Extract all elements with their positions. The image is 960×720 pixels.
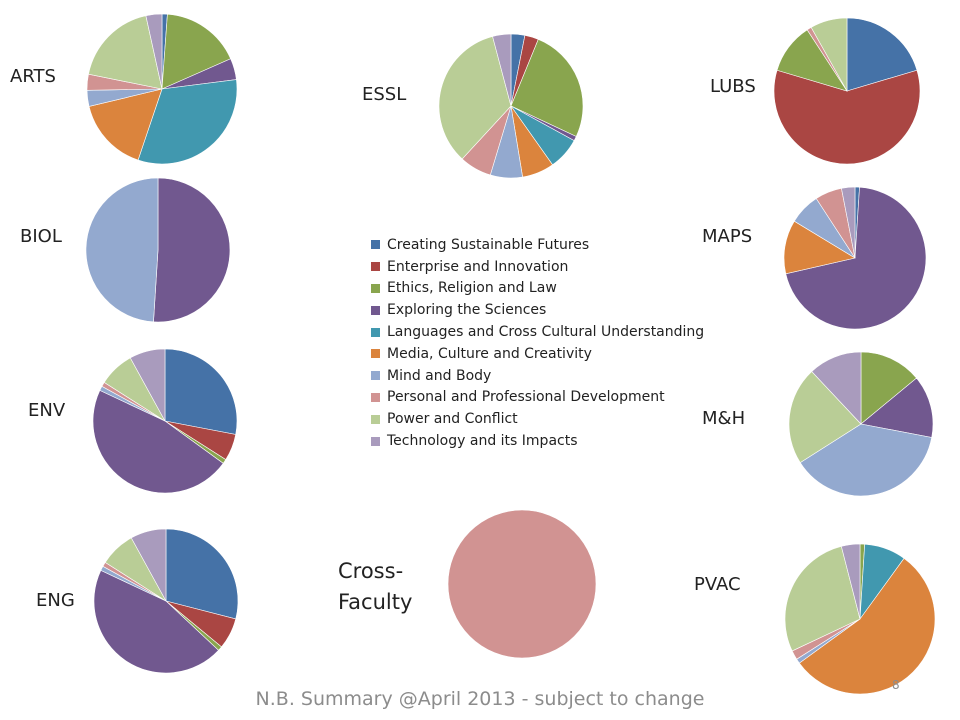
pie-env — [92, 348, 238, 494]
slice-lubs-creating-sustainable-futures — [846, 17, 918, 92]
legend-label: Exploring the Sciences — [387, 302, 547, 319]
slice-pvac-technology-and-its-impacts — [840, 543, 861, 620]
legend-swatch — [371, 327, 380, 337]
slice-env-technology-and-its-impacts — [129, 348, 166, 422]
legend-label: Personal and Professional Development — [387, 389, 665, 406]
label-env: ENV — [28, 400, 66, 421]
legend: Creating Sustainable Futures Enterprise a… — [371, 234, 704, 452]
label-lubs: LUBS — [710, 76, 756, 97]
legend-item-technology-and-its-impacts: Technology and its Impacts — [371, 430, 704, 452]
slice-eng-exploring-the-sciences — [93, 569, 219, 674]
legend-swatch — [371, 349, 380, 359]
slice-mandh-exploring-the-sciences — [860, 377, 934, 438]
legend-label: Power and Conflict — [387, 411, 518, 428]
slice-env-creating-sustainable-futures — [164, 348, 238, 435]
legend-label: Mind and Body — [387, 367, 492, 384]
legend-label: Technology and its Impacts — [387, 433, 578, 450]
label-cross-line-2: Faculty — [338, 590, 413, 614]
slice-essl-power-and-conflict — [438, 36, 512, 160]
slice-mandh-power-and-conflict — [788, 371, 862, 463]
legend-label: Ethics, Religion and Law — [387, 280, 557, 297]
legend-label: Media, Culture and Creativity — [387, 345, 592, 362]
legend-item-exploring-the-sciences: Exploring the Sciences — [371, 299, 704, 321]
label-mh: M&H — [702, 408, 746, 429]
pie-lubs — [773, 17, 921, 165]
page-number: 8 — [892, 678, 900, 692]
legend-label: Creating Sustainable Futures — [387, 236, 590, 253]
slice-lubs-power-and-conflict — [810, 17, 848, 93]
label-pvac: PVAC — [694, 574, 741, 595]
pie-biol — [85, 177, 231, 323]
pie-cross-faculty — [447, 509, 597, 659]
pie-arts — [86, 13, 238, 165]
slice-env-exploring-the-sciences — [92, 389, 224, 494]
slice-mandh-technology-and-its-impacts — [811, 351, 862, 425]
slice-essl-technology-and-its-impacts — [492, 33, 512, 107]
legend-swatch — [371, 262, 380, 272]
slice-mandh-ethics-religion-and-law — [860, 351, 917, 425]
label-eng: ENG — [36, 590, 75, 611]
slice-pvac-media-culture-and-creativity — [798, 557, 936, 695]
legend-item-mind-and-body: Mind and Body — [371, 365, 704, 387]
slice-arts-media-culture-and-creativity — [88, 88, 163, 161]
label-cross-line-1: Cross- — [338, 559, 404, 583]
pie-pvac — [784, 543, 936, 695]
label-arts: ARTS — [10, 66, 56, 87]
slice-essl-ethics-religion-and-law — [510, 38, 584, 137]
slice-maps-exploring-the-sciences — [785, 186, 927, 330]
legend-item-personal-and-professional-development: Personal and Professional Development — [371, 387, 704, 409]
slice-eng-creating-sustainable-futures — [165, 528, 239, 620]
slice-arts-languages-and-cross-cultural-understanding — [137, 79, 238, 165]
legend-swatch — [371, 392, 380, 402]
legend-item-creating-sustainable-futures: Creating Sustainable Futures — [371, 234, 704, 256]
legend-item-ethics-religion-and-law: Ethics, Religion and Law — [371, 278, 704, 300]
legend-item-languages-and-cross-cultural-understanding: Languages and Cross Cultural Understandi… — [371, 321, 704, 343]
footer-note: N.B. Summary @April 2013 - subject to ch… — [255, 688, 705, 710]
slice-biol-mind-and-body — [85, 177, 159, 323]
legend-swatch — [371, 283, 380, 293]
slice-biol-exploring-the-sciences — [153, 177, 231, 323]
legend-item-media-culture-and-creativity: Media, Culture and Creativity — [371, 343, 704, 365]
label-maps: MAPS — [702, 226, 753, 247]
legend-label: Languages and Cross Cultural Understandi… — [387, 324, 705, 341]
slice-arts-technology-and-its-impacts — [145, 13, 163, 90]
legend-item-enterprise-and-innovation: Enterprise and Innovation — [371, 256, 704, 278]
pie-eng — [93, 528, 239, 674]
slice-eng-technology-and-its-impacts — [130, 528, 167, 602]
label-essl: ESSL — [362, 84, 407, 105]
slice-lubs-enterprise-and-innovation — [773, 69, 921, 165]
legend-swatch — [371, 414, 380, 424]
legend-swatch — [371, 240, 380, 250]
pie-mandh — [788, 351, 934, 497]
legend-swatch — [371, 371, 380, 381]
legend-item-power-and-conflict: Power and Conflict — [371, 408, 704, 430]
label-cross-faculty: Cross- Faculty — [338, 556, 412, 618]
slice-arts-power-and-conflict — [88, 15, 163, 90]
slice-pvac-power-and-conflict — [784, 545, 861, 652]
pie-essl — [438, 33, 584, 179]
legend-swatch — [371, 436, 380, 446]
slice-cross-faculty-personal-and-professional-development — [447, 509, 597, 659]
slice-arts-ethics-religion-and-law — [161, 13, 232, 90]
legend-swatch — [371, 305, 380, 315]
label-biol: BIOL — [20, 226, 62, 247]
legend-label: Enterprise and Innovation — [387, 258, 569, 275]
pie-maps — [783, 186, 927, 330]
slice-maps-technology-and-its-impacts — [841, 186, 856, 259]
